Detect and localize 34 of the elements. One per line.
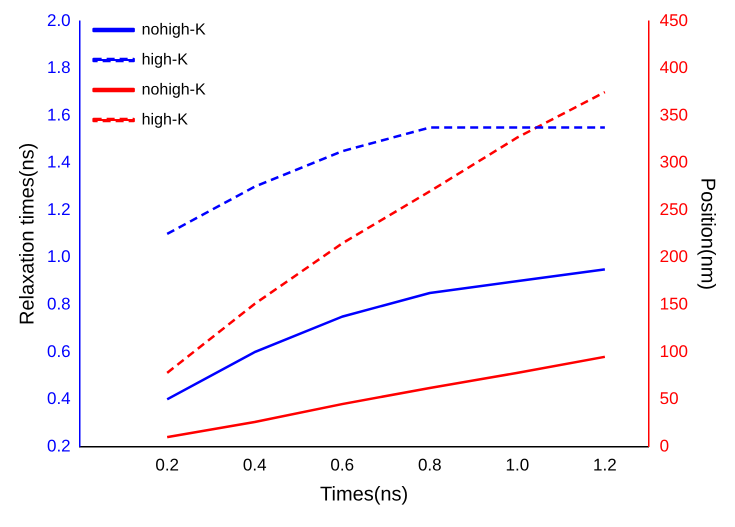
line-series [166, 126, 606, 236]
y2-tick-label: 0 [660, 436, 670, 456]
y2-tick-label: 100 [660, 342, 688, 361]
y-tick-label: 0.2 [46, 436, 71, 456]
y-tick-label: 2.0 [46, 10, 71, 30]
y-axis-title: Relaxation times(ns) [16, 142, 39, 326]
y-tick-label: 0.4 [46, 389, 71, 408]
legend-label: nohigh-K [142, 81, 206, 98]
y2-tick-label: 350 [660, 105, 688, 124]
y2-tick-label: 300 [660, 152, 688, 172]
x-tick-label: 0.2 [155, 455, 179, 474]
y2-tick-label: 150 [660, 294, 688, 314]
x-tick-label: 0.6 [330, 455, 354, 474]
y2-tick-label: 200 [660, 247, 688, 266]
y-tick-label: 0.8 [46, 294, 71, 314]
y-tick-label: 1.0 [46, 247, 71, 266]
x-axis-title: Times(ns) [320, 484, 408, 506]
legend-label: high-K [142, 51, 188, 68]
x-tick-label: 0.8 [418, 455, 442, 474]
y2-tick-label: 450 [660, 10, 688, 30]
x-tick-label: 0.4 [242, 455, 267, 474]
y-tick-label: 1.6 [46, 105, 71, 124]
y2-tick-label: 50 [660, 389, 679, 408]
x-tick-label: 1.0 [506, 455, 530, 474]
legend-label: high-K [142, 111, 188, 128]
y-tick-label: 1.8 [46, 58, 71, 78]
y2-axis-title: Position(nm) [696, 178, 718, 290]
y-tick-label: 1.4 [46, 152, 71, 172]
y2-tick-label: 400 [660, 58, 688, 78]
legend-label: nohigh-K [142, 21, 206, 38]
y-tick-label: 0.6 [46, 342, 71, 361]
y2-tick-label: 250 [660, 200, 688, 219]
y-tick-label: 1.2 [46, 200, 71, 219]
x-tick-label: 1.2 [593, 455, 617, 474]
